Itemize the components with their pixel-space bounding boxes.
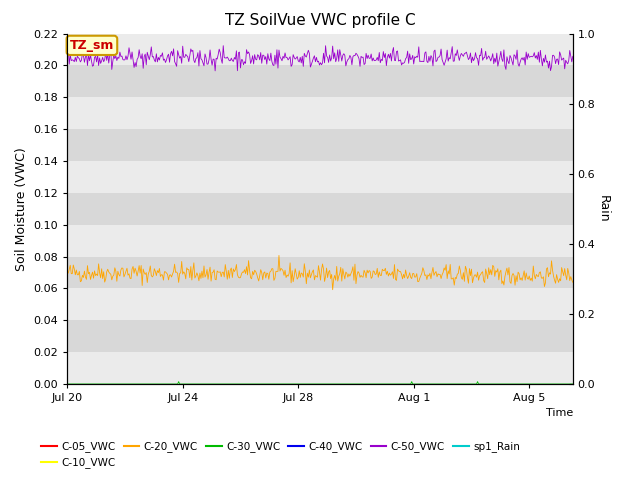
Bar xyxy=(67,193,573,225)
C-20_VWC xyxy=(366,268,374,274)
C-05_VWC xyxy=(364,381,372,387)
C-20_VWC xyxy=(308,272,316,277)
sp1_Rain xyxy=(303,381,311,387)
C-10_VWC xyxy=(307,381,314,387)
C-20_VWC xyxy=(275,252,283,258)
C-40_VWC xyxy=(307,381,314,387)
C-40_VWC xyxy=(569,381,577,387)
C-50_VWC xyxy=(305,50,313,56)
C-50_VWC xyxy=(569,53,577,59)
C-40_VWC xyxy=(337,381,344,387)
C-10_VWC xyxy=(557,381,564,387)
C-30_VWC xyxy=(338,381,346,387)
sp1_Rain xyxy=(63,381,71,387)
C-50_VWC xyxy=(63,50,71,56)
sp1_Rain xyxy=(364,381,372,387)
C-10_VWC xyxy=(303,381,311,387)
C-20_VWC xyxy=(329,287,337,292)
sp1_Rain xyxy=(557,381,564,387)
C-05_VWC xyxy=(337,381,344,387)
C-05_VWC xyxy=(307,381,314,387)
C-20_VWC xyxy=(559,268,566,274)
sp1_Rain xyxy=(307,381,314,387)
Bar xyxy=(67,34,573,65)
C-10_VWC xyxy=(63,381,71,387)
C-40_VWC xyxy=(557,381,564,387)
sp1_Rain xyxy=(569,381,577,387)
Bar xyxy=(67,225,573,257)
C-10_VWC xyxy=(478,381,486,387)
C-30_VWC xyxy=(63,381,71,387)
C-20_VWC xyxy=(339,266,347,272)
C-30_VWC xyxy=(569,381,577,387)
C-05_VWC xyxy=(569,381,577,387)
C-10_VWC xyxy=(569,381,577,387)
Line: C-50_VWC: C-50_VWC xyxy=(67,46,573,71)
Bar xyxy=(67,129,573,161)
C-05_VWC xyxy=(557,381,564,387)
C-40_VWC xyxy=(63,381,71,387)
C-05_VWC xyxy=(303,381,311,387)
Text: TZ_sm: TZ_sm xyxy=(70,39,114,52)
C-30_VWC xyxy=(365,381,373,387)
C-50_VWC xyxy=(366,55,374,61)
C-30_VWC xyxy=(305,381,312,387)
C-20_VWC xyxy=(480,277,488,283)
C-30_VWC xyxy=(558,381,566,387)
C-30_VWC xyxy=(479,381,486,387)
Bar xyxy=(67,288,573,320)
C-10_VWC xyxy=(364,381,372,387)
C-20_VWC xyxy=(305,274,312,280)
Line: C-30_VWC: C-30_VWC xyxy=(67,382,573,384)
Line: C-20_VWC: C-20_VWC xyxy=(67,255,573,289)
Y-axis label: Soil Moisture (VWC): Soil Moisture (VWC) xyxy=(15,147,28,271)
Bar xyxy=(67,97,573,129)
Text: Time: Time xyxy=(545,408,573,418)
C-50_VWC xyxy=(480,55,488,60)
C-05_VWC xyxy=(63,381,71,387)
Legend: C-05_VWC, C-10_VWC, C-20_VWC, C-30_VWC, C-40_VWC, C-50_VWC, sp1_Rain: C-05_VWC, C-10_VWC, C-20_VWC, C-30_VWC, … xyxy=(37,437,524,472)
C-50_VWC xyxy=(211,68,219,74)
C-30_VWC xyxy=(308,381,316,387)
C-50_VWC xyxy=(308,59,316,64)
Bar xyxy=(67,320,573,352)
Bar xyxy=(67,257,573,288)
C-30_VWC xyxy=(175,379,182,384)
C-50_VWC xyxy=(220,43,227,48)
C-05_VWC xyxy=(478,381,486,387)
Bar xyxy=(67,65,573,97)
C-40_VWC xyxy=(303,381,311,387)
C-50_VWC xyxy=(339,52,347,58)
C-50_VWC xyxy=(559,56,566,62)
C-40_VWC xyxy=(478,381,486,387)
C-20_VWC xyxy=(63,267,71,273)
C-40_VWC xyxy=(364,381,372,387)
sp1_Rain xyxy=(337,381,344,387)
Bar xyxy=(67,161,573,193)
Bar xyxy=(67,352,573,384)
Title: TZ SoilVue VWC profile C: TZ SoilVue VWC profile C xyxy=(225,13,415,28)
sp1_Rain xyxy=(478,381,486,387)
C-10_VWC xyxy=(337,381,344,387)
C-20_VWC xyxy=(569,279,577,285)
Y-axis label: Rain: Rain xyxy=(596,195,609,223)
